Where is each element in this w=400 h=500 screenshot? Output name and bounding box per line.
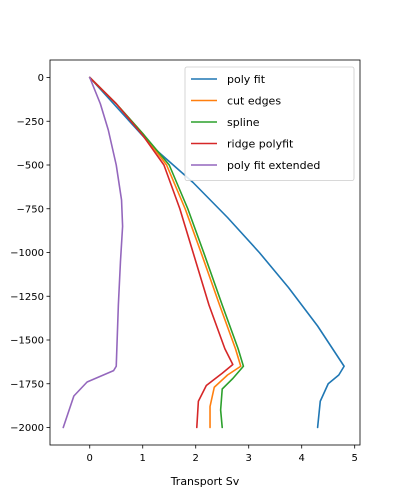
plot-area	[49, 59, 361, 446]
y-tick-label: −750	[17, 204, 44, 215]
legend: poly fit cut edges spline ridge polyfit poly…	[184, 66, 355, 181]
y-tick-label: −1750	[10, 379, 44, 390]
y-tick-label: −250	[17, 117, 44, 128]
x-tick-label: 1	[140, 453, 146, 464]
y-tick-label: −2000	[10, 423, 44, 434]
x-tick-label: 3	[246, 453, 252, 464]
legend-label: spline	[227, 116, 260, 129]
y-axis: 0 −250 −500 −750 −1000 −1250 −1500 −1750 −2000	[10, 73, 50, 434]
y-tick-label: 0	[38, 73, 44, 84]
series-line-3	[88, 76, 245, 429]
series-line-5	[62, 76, 124, 429]
legend-label: poly fit extended	[227, 159, 320, 172]
x-tick-label: 2	[193, 453, 199, 464]
y-tick-label: −1250	[10, 292, 44, 303]
x-axis-label: Transport Sv	[170, 475, 240, 488]
legend-label: poly fit	[227, 73, 266, 86]
x-tick-label: 4	[299, 453, 305, 464]
legend-box	[184, 66, 355, 181]
y-tick-label: −1000	[10, 248, 44, 259]
x-tick-label: 0	[87, 453, 93, 464]
legend-label: cut edges	[227, 95, 281, 108]
series-line-4	[88, 76, 234, 429]
y-tick-label: −1500	[10, 336, 44, 347]
legend-label: ridge polyfit	[227, 138, 294, 151]
x-axis: 0 1 2 3 4 5	[87, 445, 358, 464]
x-tick-label: 5	[352, 453, 358, 464]
y-tick-label: −500	[17, 161, 44, 172]
